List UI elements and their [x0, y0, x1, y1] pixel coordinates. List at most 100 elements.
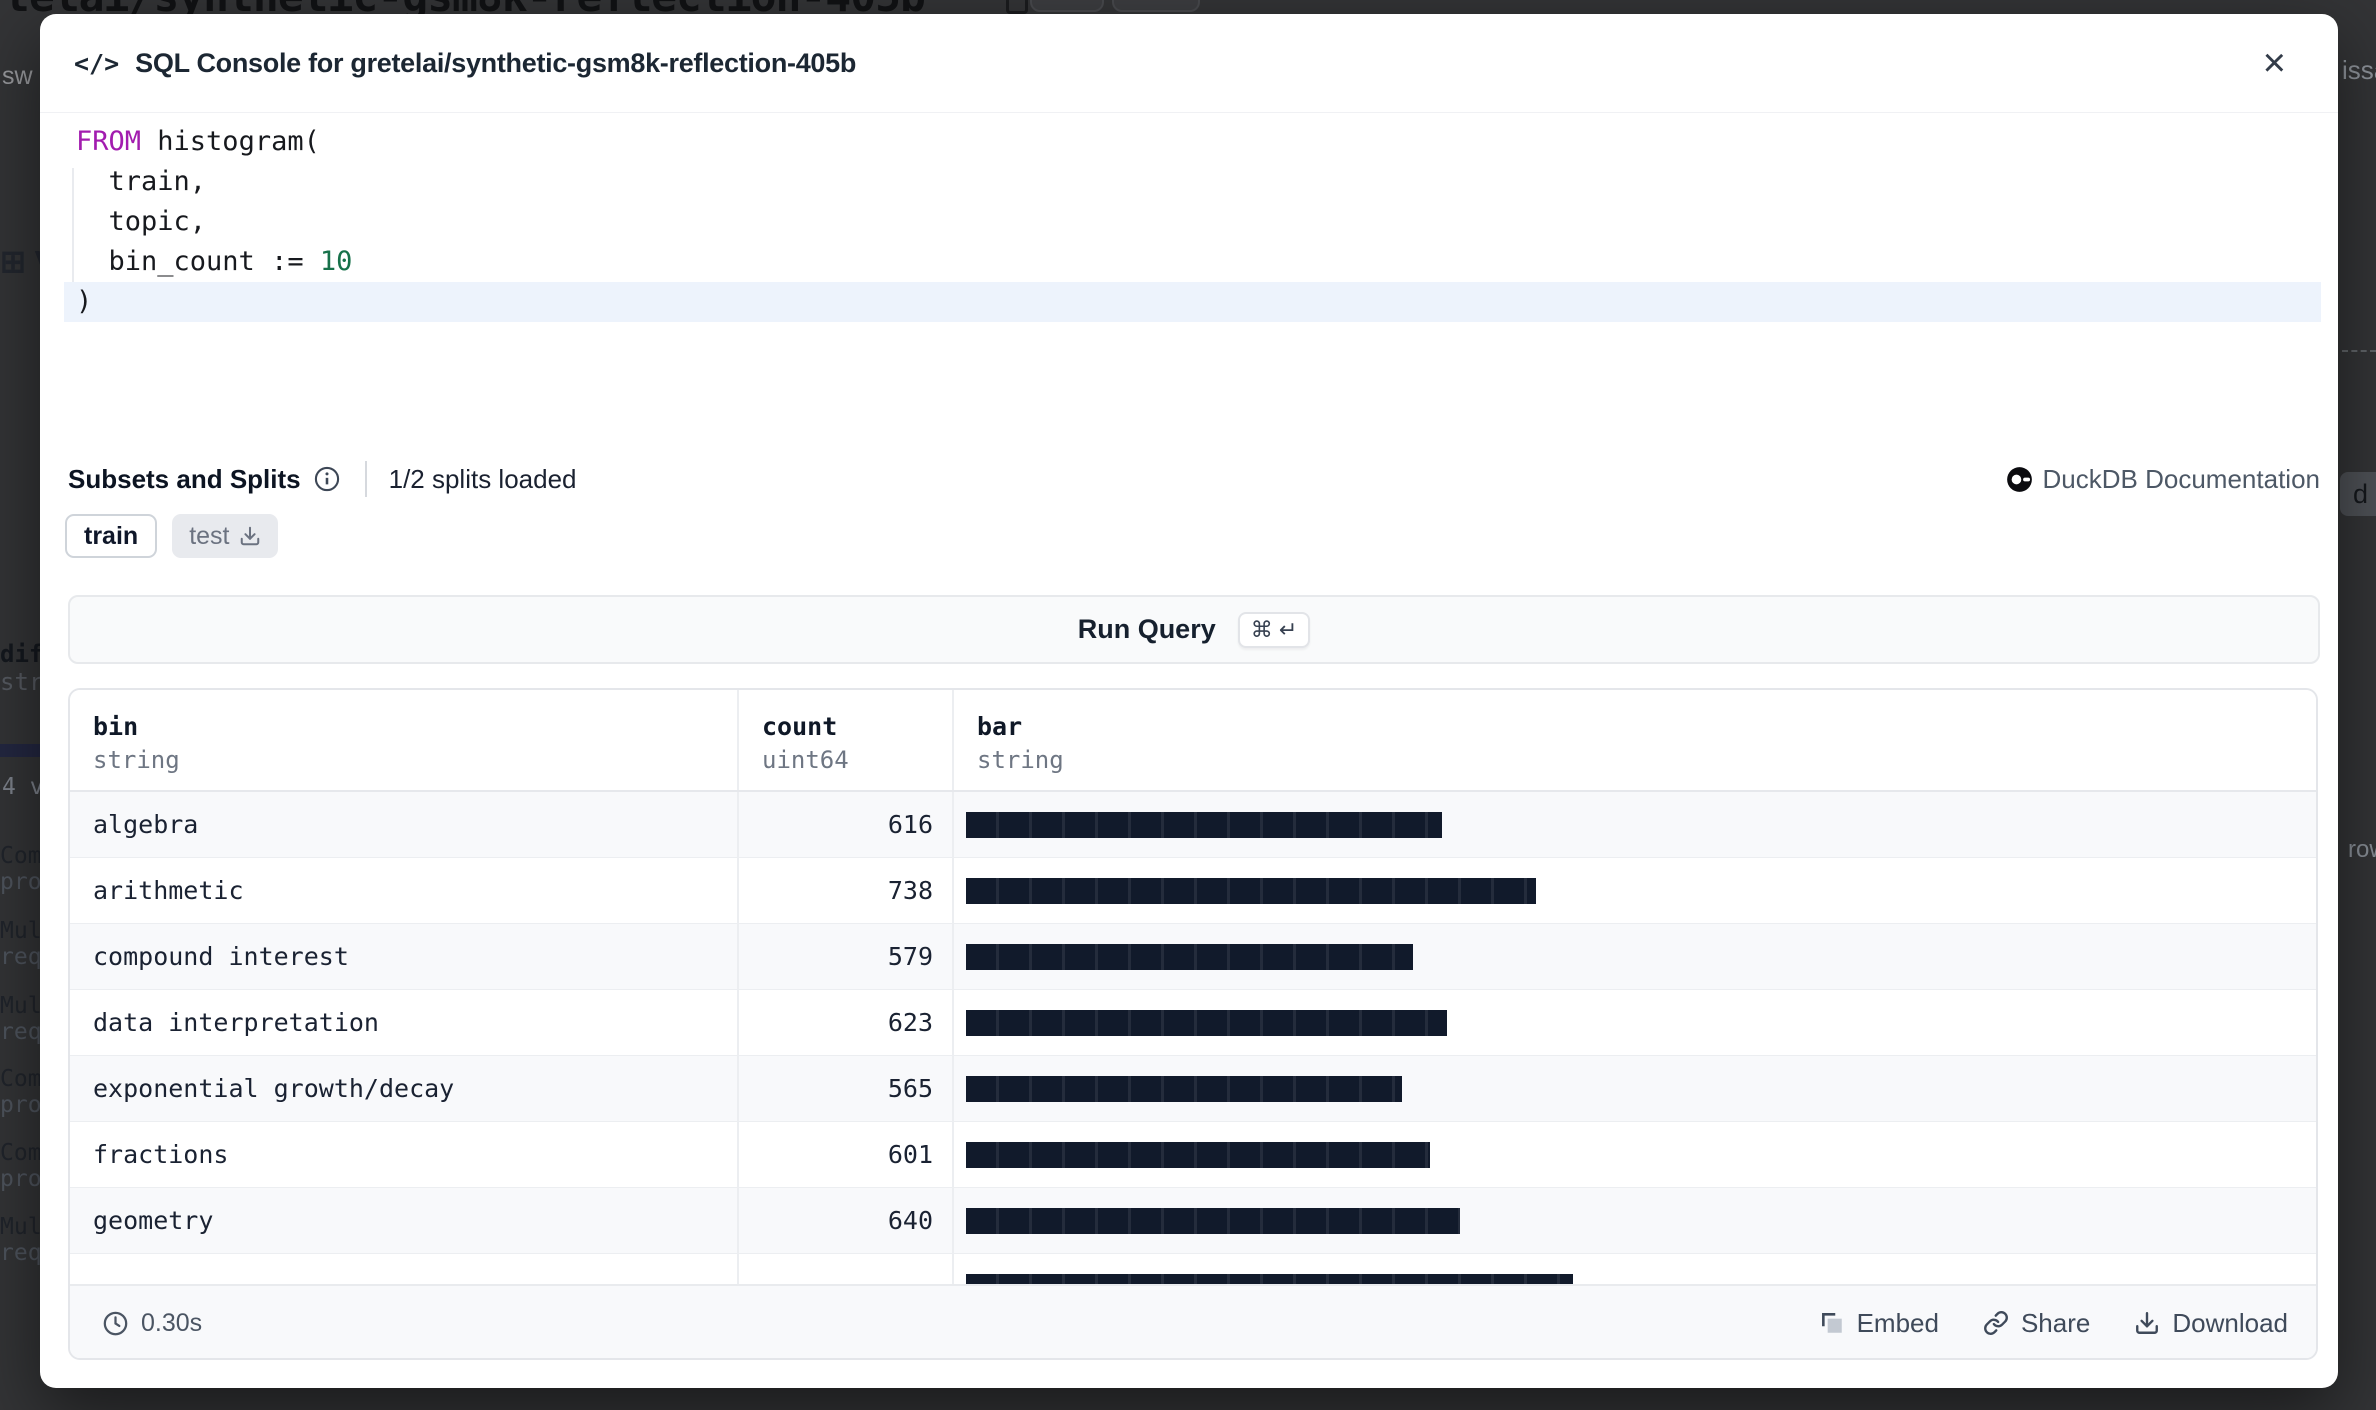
embed-label: Embed	[1856, 1307, 1939, 1338]
count-cell	[739, 1254, 954, 1284]
column-type: string	[93, 746, 180, 774]
splits-loaded-status: 1/2 splits loaded	[388, 463, 577, 494]
bar-cell	[954, 1188, 2316, 1253]
run-query-button[interactable]: Run Query ⌘ ↵	[68, 595, 2320, 664]
background-fragment: req	[0, 1019, 42, 1045]
bar-cell	[954, 990, 2316, 1055]
download-button[interactable]: Download	[2134, 1308, 2288, 1339]
background-fragment: 4 v	[2, 774, 44, 800]
divider	[364, 461, 367, 497]
table-footer: 0.30s Embed Share Download	[70, 1284, 2316, 1358]
code-line: train,	[40, 162, 2321, 202]
count-cell: 738	[739, 858, 954, 923]
histogram-bar	[966, 1273, 1573, 1284]
background-button-sliver: d	[2340, 472, 2376, 516]
duckdb-documentation-link[interactable]: DuckDB Documentation	[2006, 464, 2320, 495]
background-fragment: pro	[0, 1166, 42, 1192]
subsets-heading: Subsets and Splits	[68, 463, 301, 494]
histogram-bar	[966, 1075, 1402, 1102]
bar-cell	[954, 1254, 2316, 1284]
table-row: fractions 601	[70, 1122, 2316, 1188]
sql-console-modal: </> SQL Console for gretelai/synthetic-g…	[40, 14, 2338, 1388]
keyboard-shortcut-badge: ⌘ ↵	[1237, 611, 1311, 648]
background-fragment: row	[2348, 836, 2376, 863]
count-cell: 565	[739, 1056, 954, 1121]
background-fragment: Mul	[0, 918, 42, 944]
split-tabs: train test	[65, 514, 279, 558]
bin-cell: arithmetic	[70, 858, 739, 923]
column-header-count: count uint64	[739, 690, 954, 790]
bar-cell	[954, 858, 2316, 923]
footer-actions: Embed Share Download	[1819, 1308, 2288, 1339]
histogram-bar	[966, 1141, 1430, 1168]
background-fragment: dif	[0, 640, 44, 668]
close-icon[interactable]: ×	[2262, 41, 2286, 85]
background-copy-icon	[1006, 0, 1028, 14]
table-row: geometry 640	[70, 1188, 2316, 1254]
bin-cell	[70, 1254, 739, 1284]
download-icon	[241, 526, 260, 546]
histogram-bar	[966, 811, 1442, 838]
share-button[interactable]: Share	[1983, 1308, 2090, 1339]
background-fragment: str	[0, 668, 44, 696]
code-line: topic,	[40, 202, 2321, 242]
info-icon[interactable]	[313, 465, 341, 493]
histogram-bar	[966, 943, 1413, 970]
sql-text: bin_count :=	[76, 246, 320, 277]
column-name: bin	[93, 712, 139, 741]
run-query-label: Run Query	[1077, 614, 1216, 644]
table-row: data interpretation 623	[70, 990, 2316, 1056]
embed-button[interactable]: Embed	[1819, 1308, 1939, 1339]
subsets-and-splits-row: Subsets and Splits 1/2 splits loaded Duc…	[68, 461, 2320, 497]
histogram-bar	[966, 1207, 1460, 1234]
download-icon	[2136, 1312, 2159, 1334]
count-cell: 601	[739, 1122, 954, 1187]
sql-editor[interactable]: FROM histogram( train, topic, bin_count …	[40, 122, 2321, 322]
table-body[interactable]: algebra 616 arithmetic 738 compound inte…	[70, 792, 2316, 1284]
download-label: Download	[2172, 1307, 2288, 1338]
background-selected-row-sliver	[0, 744, 44, 757]
tab-split-train[interactable]: train	[65, 514, 158, 558]
count-cell: 623	[739, 990, 954, 1055]
column-type: string	[977, 746, 1064, 774]
table-header: bin string count uint64 bar string	[70, 690, 2316, 792]
background-fragment: req	[0, 944, 42, 970]
embed-icon	[1821, 1313, 1842, 1333]
share-label: Share	[2020, 1307, 2091, 1338]
duckdb-documentation-label: DuckDB Documentation	[2042, 463, 2320, 494]
modal-header: </> SQL Console for gretelai/synthetic-g…	[40, 14, 2338, 113]
code-line: bin_count := 10	[40, 242, 2321, 282]
clock-icon	[103, 1311, 128, 1335]
background-fragment: Com	[0, 1066, 42, 1092]
histogram-bar	[966, 1009, 1447, 1036]
sql-text: histogram(	[141, 126, 320, 157]
table-row: algebra 616	[70, 792, 2316, 858]
results-table: bin string count uint64 bar string algeb…	[68, 688, 2318, 1360]
duckdb-logo-icon	[2006, 466, 2032, 492]
histogram-bar	[966, 877, 1536, 904]
count-cell: 616	[739, 792, 954, 857]
table-row-partial	[70, 1254, 2316, 1284]
column-header-bin: bin string	[70, 690, 739, 790]
tab-split-test[interactable]: test	[172, 514, 279, 558]
sql-text: topic,	[76, 206, 207, 237]
background-like-button	[1030, 0, 1104, 12]
background-dashed-divider	[2342, 350, 2376, 352]
background-fragment: Com	[0, 1140, 42, 1166]
share-link-icon	[1984, 1311, 2008, 1335]
column-name: count	[762, 712, 838, 741]
background-fragment: Mul	[0, 993, 42, 1019]
duration-value: 0.30s	[141, 1308, 203, 1337]
table-row: arithmetic 738	[70, 858, 2316, 924]
background-fragment: pro	[0, 869, 42, 895]
background-fragment: Com	[0, 843, 42, 869]
sql-text: )	[76, 286, 93, 317]
background-fragment: sw	[2, 62, 33, 90]
background-fragment: issa	[2342, 55, 2376, 85]
background-fragment: Mul	[0, 1214, 42, 1240]
table-row: compound interest 579	[70, 924, 2316, 990]
bin-cell: exponential growth/decay	[70, 1056, 739, 1121]
bar-cell	[954, 792, 2316, 857]
bin-cell: geometry	[70, 1188, 739, 1253]
count-cell: 640	[739, 1188, 954, 1253]
